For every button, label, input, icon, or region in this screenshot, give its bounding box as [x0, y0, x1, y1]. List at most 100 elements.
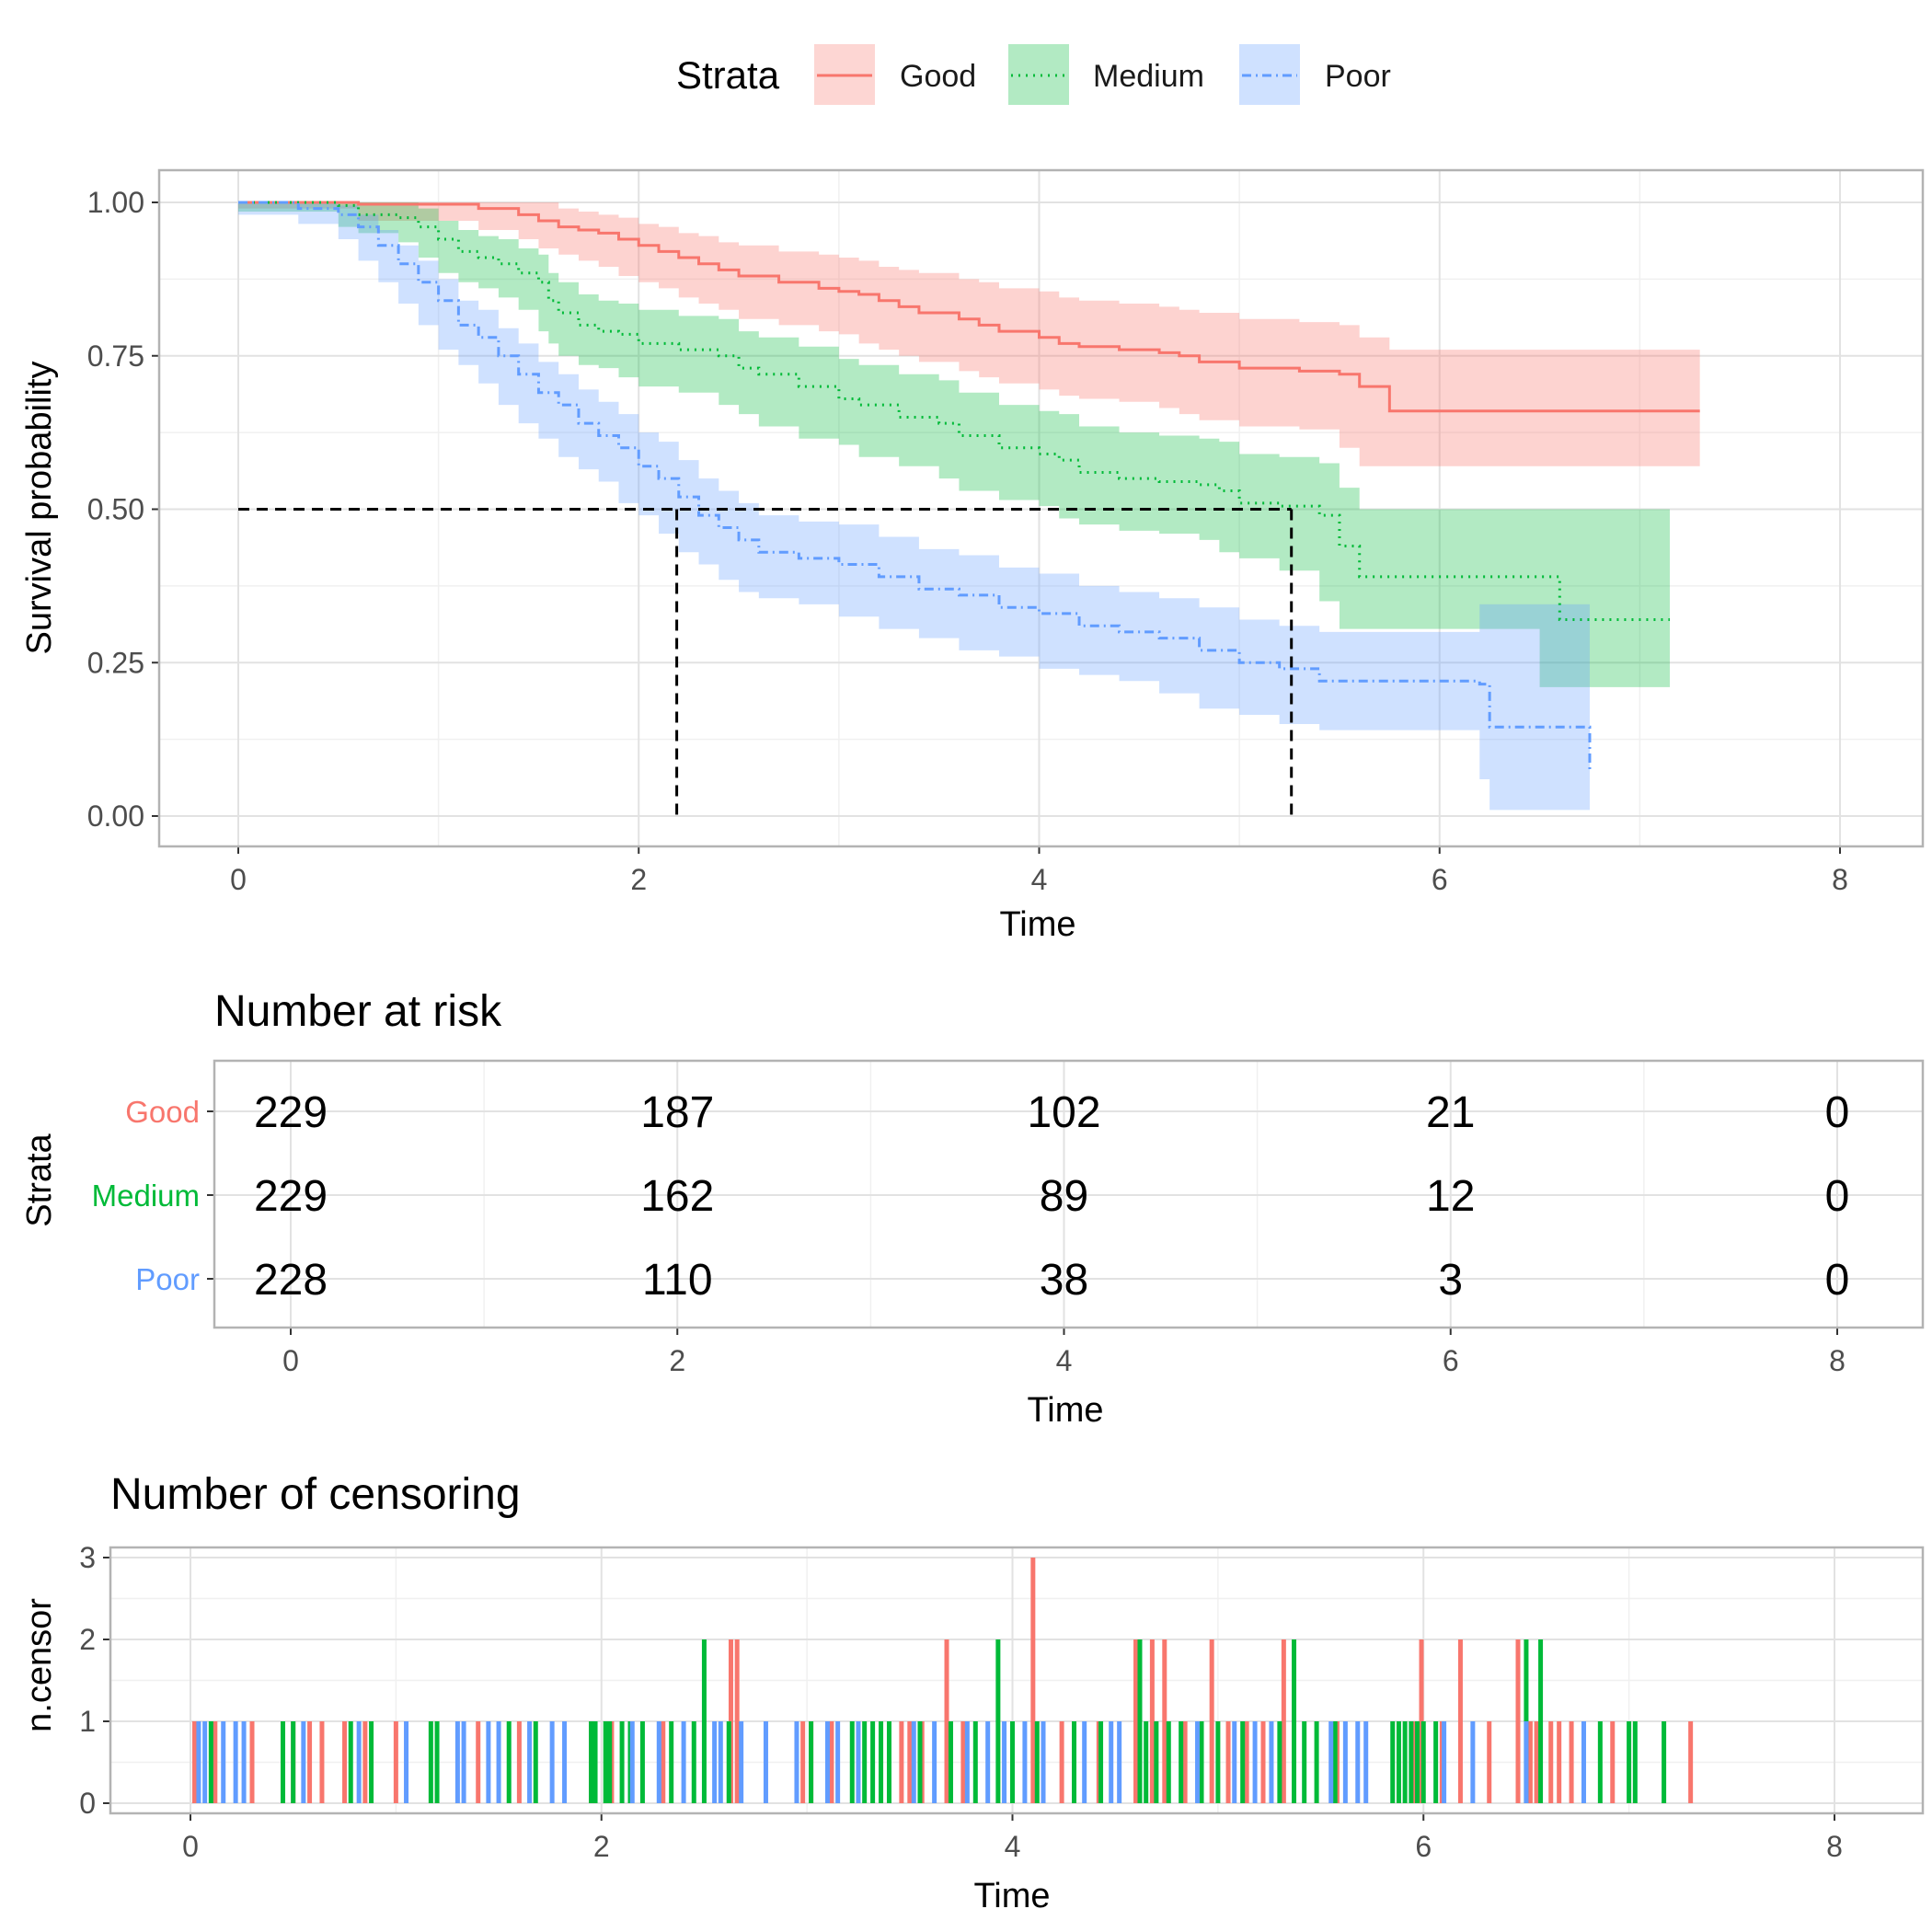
censor-bar-good — [1527, 1721, 1533, 1803]
risk-count-poor: 3 — [1438, 1256, 1463, 1305]
censor-bar-medium — [948, 1721, 953, 1803]
legend-label-medium: Medium — [1093, 59, 1204, 94]
censor-bar-good — [319, 1721, 325, 1803]
risk-count-poor: 0 — [1825, 1256, 1850, 1305]
risk-count-poor: 38 — [1040, 1256, 1088, 1305]
censor-bar-good — [960, 1721, 966, 1803]
censor-bar-poor — [301, 1721, 306, 1803]
censor-bar-good — [1557, 1721, 1562, 1803]
risk-count-medium: 162 — [640, 1172, 714, 1221]
censor-bar-poor — [527, 1721, 533, 1803]
censor-bar-poor — [1082, 1721, 1087, 1803]
censor-bar-medium — [1302, 1721, 1307, 1803]
censor-bar-medium — [1144, 1721, 1149, 1803]
censor-bar-medium — [1034, 1721, 1040, 1803]
censor-bar-good — [342, 1721, 348, 1803]
censor-bar-good — [476, 1721, 481, 1803]
x-tick-label: 8 — [1826, 1830, 1843, 1863]
survival-curve-good — [238, 201, 1700, 413]
censor-bar-good — [362, 1721, 368, 1803]
censor-bar-good — [516, 1721, 522, 1803]
censor-bar-poor — [656, 1721, 661, 1803]
censor-bar-poor — [1002, 1721, 1007, 1803]
censor-bar-poor — [356, 1721, 362, 1803]
censor-bar-good — [1487, 1721, 1492, 1803]
x-tick-label: 0 — [282, 1344, 299, 1377]
censor-bar-medium — [1072, 1721, 1077, 1803]
censor-bar-medium — [701, 1639, 707, 1803]
censor-bar-medium — [1277, 1721, 1282, 1803]
censor-bar-medium — [972, 1721, 978, 1803]
legend-label-good: Good — [900, 59, 976, 94]
ci-band-poor — [238, 202, 1590, 811]
censor-bar-medium — [726, 1721, 731, 1803]
censor-bar-good — [1133, 1639, 1139, 1803]
censor-bar-medium — [1166, 1721, 1171, 1803]
censor-bar-poor — [496, 1721, 501, 1803]
censor-bar-good — [1182, 1721, 1188, 1803]
censor-bar-medium — [1240, 1721, 1246, 1803]
censor-bar-poor — [985, 1721, 991, 1803]
censor-bar-medium — [1597, 1721, 1603, 1803]
risk-count-poor: 228 — [254, 1256, 328, 1305]
censor-bar-good — [661, 1721, 666, 1803]
x-tick-label: 0 — [182, 1830, 199, 1863]
censor-bar-good — [1030, 1558, 1036, 1803]
censor-bar-good — [734, 1639, 740, 1803]
censor-bar-poor — [794, 1721, 799, 1803]
censor-bar-good — [1281, 1639, 1286, 1803]
survival-x-axis-label: Time — [999, 905, 1075, 944]
censor-bar-poor — [932, 1721, 937, 1803]
censor-bar-poor — [739, 1721, 744, 1803]
censoring-plot-panel: Number of censoring n.censor Time 0 2 4 6 8 0… — [20, 1470, 1925, 1915]
ci-band-medium — [238, 202, 1671, 687]
risk-count-medium: 12 — [1426, 1172, 1475, 1221]
risk-table-border — [213, 1059, 1925, 1329]
censor-bar-medium — [1402, 1721, 1408, 1803]
censor-bar-poor — [681, 1721, 686, 1803]
censoring-title: Number of censoring — [110, 1470, 521, 1519]
censor-bar-medium — [434, 1721, 440, 1803]
censor-bar-good — [907, 1721, 913, 1803]
censor-bar-good — [1515, 1639, 1521, 1803]
censor-bar-medium — [1415, 1721, 1420, 1803]
survival-curve-poor — [238, 201, 1592, 774]
censor-bar-medium — [369, 1721, 374, 1803]
censor-bar-good — [1688, 1721, 1694, 1803]
risk-row-label-medium: Medium — [92, 1179, 200, 1213]
censor-bar-good — [393, 1721, 398, 1803]
censor-bar-medium — [639, 1721, 645, 1803]
censor-bar-medium — [870, 1721, 876, 1803]
censor-bar-good — [1260, 1721, 1266, 1803]
censor-bar-good — [899, 1721, 904, 1803]
risk-table-x-axis-label: Time — [1027, 1391, 1103, 1430]
survival-plot-panel: Survival probability Time 0 2 4 6 8 0.00 0.25 0… — [20, 168, 1925, 944]
censor-bar-good — [1244, 1721, 1249, 1803]
censor-bar-medium — [506, 1721, 512, 1803]
y-tick-label: 0 — [79, 1787, 96, 1820]
censor-bar-medium — [886, 1721, 891, 1803]
censor-bar-poor — [233, 1721, 238, 1803]
y-tick-label: 0.75 — [87, 339, 144, 373]
censor-bar-poor — [1470, 1721, 1476, 1803]
censor-bar-medium — [1409, 1721, 1414, 1803]
censor-bar-poor — [1022, 1721, 1028, 1803]
censor-bar-medium — [669, 1721, 674, 1803]
risk-count-poor: 110 — [642, 1256, 713, 1305]
risk-count-good: 187 — [640, 1088, 714, 1137]
censor-bar-medium — [1390, 1721, 1396, 1803]
censor-bar-poor — [241, 1721, 247, 1803]
censor-bar-poor — [824, 1721, 830, 1803]
censor-bar-medium — [1420, 1721, 1426, 1803]
risk-count-medium: 89 — [1040, 1172, 1088, 1221]
censor-bar-poor — [1355, 1721, 1361, 1803]
censor-bar-medium — [849, 1721, 855, 1803]
censor-bar-good — [307, 1721, 313, 1803]
y-tick-label: 0.25 — [87, 646, 144, 679]
x-tick-label: 2 — [630, 863, 647, 896]
risk-count-good: 0 — [1825, 1088, 1850, 1137]
censor-bar-medium — [1199, 1721, 1204, 1803]
censor-bar-poor — [486, 1721, 491, 1803]
censor-bar-medium — [291, 1721, 296, 1803]
